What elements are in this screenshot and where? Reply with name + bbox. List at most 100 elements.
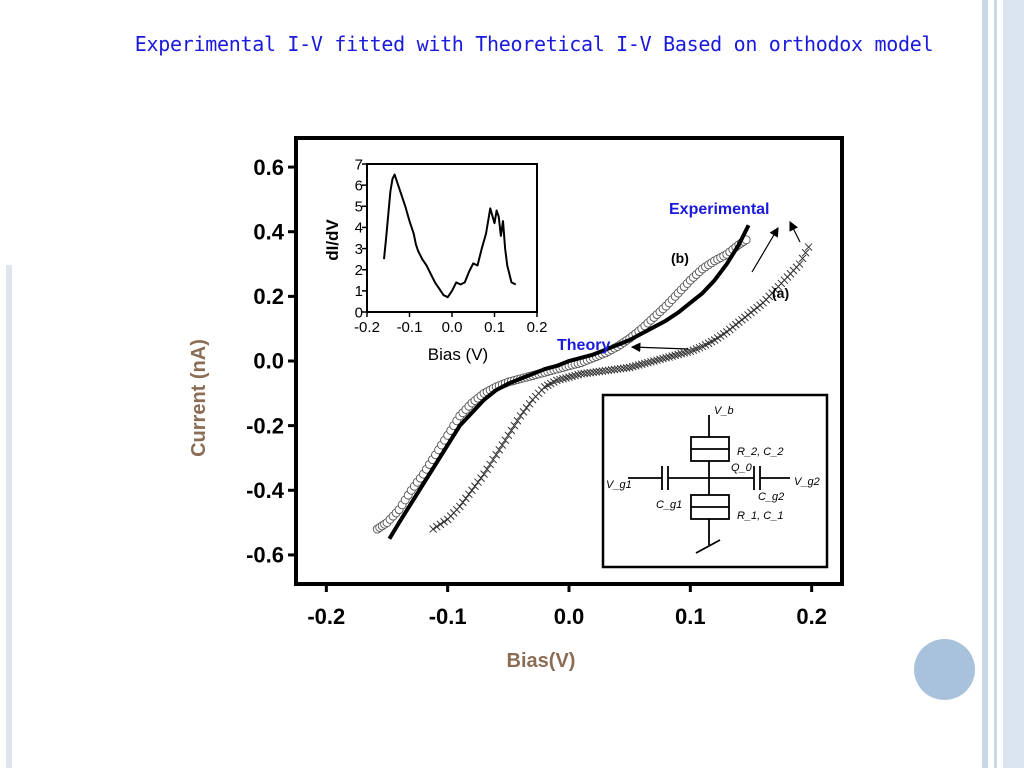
main-y-tick-label: 0.4 — [253, 219, 284, 244]
inset-y-tick-label: 7 — [355, 156, 363, 173]
main-point-cross — [525, 399, 534, 408]
main-point-cross — [480, 470, 488, 478]
inset-series-line — [383, 173, 517, 299]
main-y-tick-label: 0.2 — [253, 284, 284, 309]
inset-y-tick-label: 6 — [355, 177, 363, 194]
circuit-label-cg2: C_g2 — [758, 491, 784, 503]
main-y-tick-label: -0.4 — [246, 478, 285, 503]
main-point-cross — [492, 450, 501, 459]
main-point-cross — [795, 260, 804, 268]
main-y-tick-label: 0.0 — [253, 349, 284, 374]
main-point-cross — [436, 520, 445, 529]
main-x-tick-label: 0.2 — [796, 604, 827, 629]
arrow-experimental-b — [789, 220, 801, 243]
right-edge-bar-inner — [1003, 0, 1024, 768]
annotation-a: (a) — [772, 285, 789, 301]
main-point-cross — [647, 357, 655, 366]
main-point-cross — [798, 254, 807, 263]
main-point-cross — [462, 494, 470, 503]
main-point-cross — [504, 431, 513, 440]
main-point-cross — [468, 486, 476, 495]
annotation-experimental: Experimental — [669, 201, 769, 218]
inset-y-tick-label: 0 — [355, 304, 363, 321]
main-point-cross — [677, 349, 686, 358]
circuit-label-vg2: V_g2 — [794, 476, 820, 488]
main-point-cross — [665, 353, 673, 361]
main-point-cross — [556, 375, 564, 384]
main-x-tick-label: -0.1 — [429, 604, 467, 629]
slide-title: Experimental I-V fitted with Theoretical… — [134, 32, 934, 56]
circuit-label-cg1: C_g1 — [656, 499, 682, 511]
main-point-cross — [495, 446, 504, 454]
main-x-tick-label: 0.0 — [554, 604, 585, 629]
inset-y-tick-label: 4 — [355, 220, 363, 237]
arrow-theory — [630, 342, 689, 353]
main-point-cross — [510, 421, 519, 430]
right-edge-bar-outer — [982, 0, 988, 768]
main-point-cross — [625, 363, 634, 372]
main-point-cross — [634, 361, 643, 369]
main-y-tick-label: -0.2 — [246, 413, 284, 438]
main-point-cross — [659, 354, 667, 363]
main-point-cross — [516, 412, 525, 420]
main-point-cross — [683, 348, 692, 356]
left-edge-line — [6, 265, 12, 768]
main-point-cross — [498, 441, 507, 449]
inset-y-tick-label: 5 — [355, 199, 363, 216]
main-point-cross — [455, 502, 464, 511]
inset-x-tick-label: -0.2 — [354, 319, 380, 336]
inset-x-tick-label: 0.2 — [527, 319, 548, 336]
main-point-cross — [656, 355, 664, 364]
circuit-label-r1c1: R_1, C_1 — [737, 510, 783, 522]
main-point-cross — [489, 455, 498, 464]
inset-x-tick-label: -0.1 — [397, 319, 423, 336]
annotation-b: (b) — [671, 250, 689, 266]
main-point-cross — [804, 243, 813, 251]
circuit-label-vg1: V_g1 — [606, 479, 632, 491]
main-point-cross — [568, 372, 576, 381]
main-point-cross — [640, 359, 649, 368]
main-point-cross — [486, 460, 494, 469]
right-edge-bar-mid — [994, 0, 997, 768]
main-x-tick-label: 0.1 — [675, 604, 706, 629]
main-point-cross — [501, 436, 510, 445]
arrow-experimental-a — [751, 226, 779, 273]
main-point-cross — [571, 371, 579, 380]
circuit-diagram: V_b R_2, C_2 Q_0 V_g1 C_g1 C_g2 V_g2 R_1… — [601, 393, 829, 569]
main-point-cross — [653, 356, 661, 365]
main-y-tick-label: -0.6 — [246, 543, 284, 568]
inset-x-tick-label: 0.1 — [484, 319, 505, 336]
annotation-theory: Theory — [557, 337, 610, 354]
main-point-cross — [432, 522, 441, 531]
inset-x-tick-label: 0.0 — [442, 319, 463, 336]
main-point-cross — [671, 351, 680, 360]
x-axis-label: Bias(V) — [507, 650, 576, 672]
decorative-circle — [914, 639, 975, 700]
circuit-label-r2c2: R_2, C_2 — [737, 446, 783, 458]
main-point-cross — [471, 482, 479, 491]
y-axis-label: Current (nA) — [188, 339, 210, 457]
inset-y-tick-label: 3 — [355, 241, 363, 258]
main-point-cross — [474, 478, 482, 487]
main-point-cross — [622, 364, 631, 372]
main-point-cross — [631, 361, 640, 370]
main-point-cross — [637, 360, 646, 369]
main-point-cross — [458, 498, 467, 507]
inset-y-axis-label: dI/dV — [323, 219, 342, 261]
main-point-cross — [483, 465, 491, 474]
main-y-tick-label: 0.6 — [253, 155, 284, 180]
main-point-cross — [465, 490, 473, 499]
main-point-cross — [674, 350, 683, 359]
main-point-cross — [429, 525, 437, 533]
circuit-label-q0: Q_0 — [731, 462, 753, 474]
main-point-cross — [477, 474, 485, 483]
main-series-line — [387, 224, 751, 540]
main-point-cross — [668, 352, 676, 361]
inset-x-axis-label: Bias (V) — [428, 345, 488, 364]
main-point-cross — [680, 349, 689, 357]
main-point-cross — [644, 358, 652, 367]
inset-y-tick-label: 1 — [355, 283, 363, 300]
main-point-cross — [507, 426, 516, 435]
main-point-cross — [650, 357, 658, 365]
